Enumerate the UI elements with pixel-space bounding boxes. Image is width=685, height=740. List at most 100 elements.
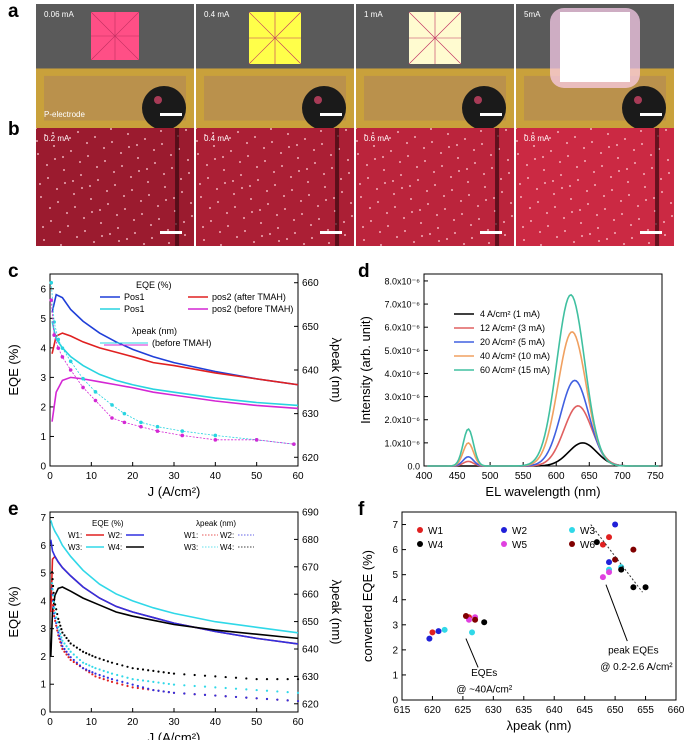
scatter-point-w4: [618, 566, 625, 573]
lambda-point: [91, 665, 94, 668]
lambda-point: [88, 669, 91, 673]
lambda-point: [121, 680, 124, 683]
lambda-point: [94, 675, 97, 678]
lambda-point: [155, 424, 160, 429]
eqe-line-pos1: [51, 293, 299, 386]
lambda-point: [57, 625, 60, 629]
x-tick-label: 10: [86, 471, 98, 482]
electrode-label: P-electrode: [44, 110, 85, 119]
y2-tick-label: 680: [302, 535, 319, 546]
b-photo-label: 0.6 mA: [364, 134, 390, 143]
y2-tick-label: 640: [302, 366, 319, 377]
lambda-point: [59, 632, 62, 636]
lambda-point: [78, 664, 82, 667]
lambda-point: [286, 678, 289, 681]
lambda-point: [193, 673, 196, 677]
lambda-point: [106, 679, 109, 682]
lambda-point: [152, 669, 155, 673]
lambda-point: [98, 673, 101, 677]
lambda-point: [94, 672, 97, 675]
scatter-point-w4: [593, 539, 600, 546]
lambda-point: [102, 678, 105, 681]
b-photo-3: 0.6 mA: [356, 128, 514, 246]
lambda-point: [58, 634, 61, 638]
lambda-point: [65, 650, 68, 653]
lambda-point: [63, 634, 66, 637]
scale-bar: [480, 231, 502, 234]
annotation-arrow: [465, 638, 479, 668]
legend-marker: [569, 527, 575, 533]
lambda-point: [254, 438, 259, 442]
y2-tick-label: 690: [302, 508, 319, 519]
b-photo-1: 0.2 mA: [36, 128, 194, 246]
y-tick-label: 1: [40, 432, 46, 443]
legend-label: W4: [428, 540, 443, 551]
lambda-point: [152, 680, 155, 683]
chart-d: 400 450 500 550 600 650 700 750 0.0 1.0x10⁻⁶ 2.0x1…: [358, 273, 664, 499]
y-tick-label: 1: [392, 670, 398, 681]
lambda-point: [157, 689, 160, 692]
lambda-point: [224, 695, 227, 698]
scatter-point-w6: [462, 613, 469, 620]
lambda-point: [110, 680, 114, 683]
lambda-point: [102, 658, 105, 662]
scale-bar: [640, 113, 662, 116]
lambda-point: [286, 691, 289, 694]
lambda-point: [255, 688, 258, 692]
lambda-point: [52, 600, 55, 603]
lambda-point: [94, 656, 97, 659]
y-tick-label: 6.0x10⁻⁶: [385, 323, 421, 333]
lambda-point: [193, 693, 196, 696]
scale-bar: [320, 231, 342, 234]
lambda-point: [276, 690, 279, 693]
x-tick-label: 50: [251, 717, 263, 728]
y-tick-label: 4: [40, 343, 46, 354]
lambda-point: [55, 616, 58, 619]
lambda-point: [122, 420, 127, 425]
legend-label: W3: [580, 526, 595, 537]
y-tick-label: 5: [40, 569, 46, 580]
eqe-line-w3: [50, 520, 299, 634]
lambda-point: [139, 424, 143, 429]
lambda-point: [52, 591, 55, 594]
annotation-text: peak EQEs: [608, 646, 659, 657]
x-tick-label: 40: [210, 471, 222, 482]
lambda-point: [224, 675, 227, 679]
annotation-arrow: [605, 584, 628, 642]
lambda-line: [50, 300, 294, 445]
y-tick-label: 0.0: [407, 462, 420, 472]
lambda-point: [67, 647, 70, 651]
scatter-point-w5: [599, 574, 606, 581]
lambda-point: [276, 698, 279, 701]
a-photo-3: 1 mA: [356, 4, 514, 128]
lambda-point: [172, 691, 176, 694]
x-tick-label: 615: [394, 705, 411, 716]
y-axis-label: converted EQE (%): [360, 550, 375, 662]
lambda-point: [147, 669, 150, 672]
plot-frame: [401, 511, 677, 701]
panel-letter-b: b: [8, 119, 20, 140]
lambda-point: [52, 333, 56, 337]
legend-label: W3:: [184, 543, 198, 552]
lambda-point: [63, 650, 66, 653]
lambda-point: [75, 661, 78, 664]
legend-title-eqe: EQE (%): [136, 280, 172, 290]
b-photo-label: 0.4 mA: [204, 134, 230, 143]
lambda-point: [106, 676, 109, 679]
x-tick-label: 400: [416, 471, 433, 482]
scatter-point-w2: [606, 559, 613, 566]
x-tick-label: 500: [482, 471, 499, 482]
legend-label: 12 A/cm² (3 mA): [480, 323, 545, 333]
x-tick-label: 655: [637, 705, 654, 716]
y-tick-label: 0: [40, 462, 46, 473]
lambda-point: [141, 668, 145, 671]
eqe-line-pos2-before-tmah-: [51, 376, 299, 422]
scale-bar: [320, 113, 342, 116]
legend-marker: [569, 541, 575, 547]
lambda-point: [69, 642, 72, 645]
panel-letter-f: f: [358, 499, 365, 520]
lambda-point: [234, 687, 238, 690]
lambda-point: [126, 665, 129, 668]
y-tick-label: 4.0x10⁻⁶: [385, 369, 421, 379]
x-tick-label: 20: [127, 471, 139, 482]
